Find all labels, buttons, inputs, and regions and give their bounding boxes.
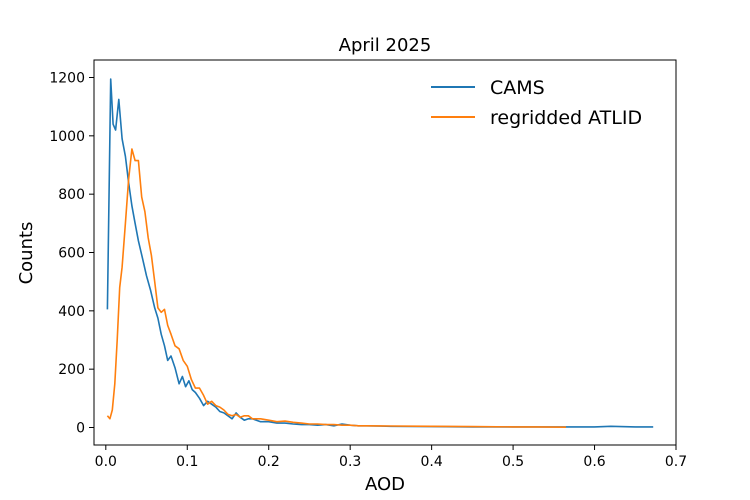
x-tick-label: 0.4 [421, 454, 443, 470]
x-tick-label: 0.1 [176, 454, 198, 470]
legend: CAMS regridded ATLID [431, 77, 642, 129]
y-tick-label: 800 [58, 187, 85, 203]
x-tick-label: 0.5 [502, 454, 524, 470]
x-axis-title: AOD [365, 474, 405, 495]
legend-label-cams: CAMS [490, 77, 545, 99]
y-tick-label: 400 [58, 304, 85, 320]
y-axis-title: Counts [16, 222, 37, 285]
x-tick-label: 0.2 [258, 454, 280, 470]
legend-label-regridded-atlid: regridded ATLID [490, 107, 642, 129]
chart-title: April 2025 [339, 35, 432, 56]
y-tick-label: 200 [58, 362, 85, 378]
y-tick-label: 600 [58, 246, 85, 262]
series-layer [106, 78, 654, 428]
x-tick-label: 0.3 [339, 454, 361, 470]
y-tick-label: 0 [76, 421, 85, 437]
y-tick-label: 1000 [49, 129, 85, 145]
series-line-regridded-atlid [106, 148, 567, 428]
x-tick-label: 0.6 [583, 454, 605, 470]
x-tick-label: 0.7 [665, 454, 687, 470]
x-tick-label: 0.0 [95, 454, 117, 470]
tick-layer: 0.0 0.1 0.2 0.3 0.4 0.5 0.6 0.7 0 200 400 600 800 100… [49, 71, 687, 471]
y-tick-label: 1200 [49, 71, 85, 87]
plot-area [93, 59, 677, 446]
